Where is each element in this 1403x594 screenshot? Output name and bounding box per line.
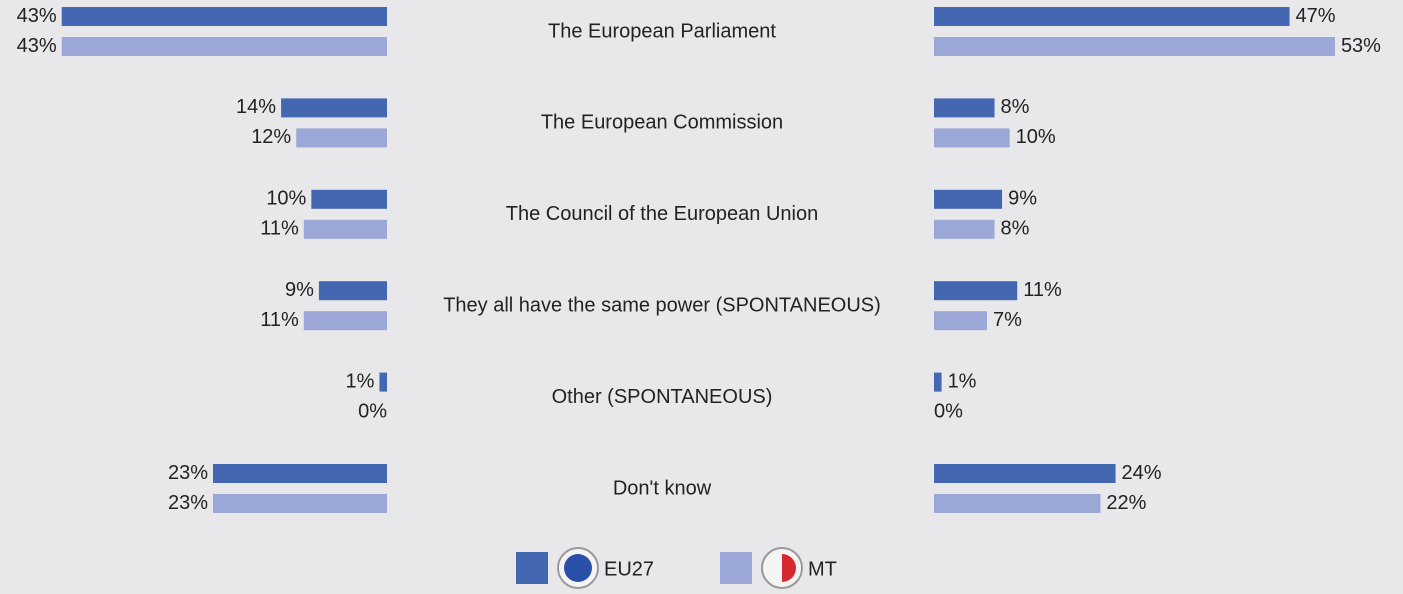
value-label: 24% xyxy=(1122,462,1162,484)
bar xyxy=(934,281,1018,301)
bar xyxy=(213,464,387,483)
value-label: 7% xyxy=(993,309,1022,331)
value-label: 10% xyxy=(1016,126,1056,148)
value-label: 8% xyxy=(1001,218,1030,240)
bar xyxy=(934,7,1290,26)
bar xyxy=(303,311,387,331)
category-label: The European Commission xyxy=(541,112,783,134)
legend-label: MT xyxy=(808,558,837,580)
bar xyxy=(379,372,387,392)
value-label: 47% xyxy=(1296,5,1336,27)
value-label: 23% xyxy=(168,492,208,514)
value-label: 23% xyxy=(168,462,208,484)
bar xyxy=(934,37,1335,56)
bar xyxy=(934,372,942,392)
category-label: Don't know xyxy=(613,477,712,499)
category-label: The European Parliament xyxy=(548,20,776,42)
value-label: 11% xyxy=(260,309,299,331)
bar xyxy=(934,98,995,118)
bar xyxy=(61,37,388,56)
value-label: 9% xyxy=(1008,188,1037,210)
value-label: 1% xyxy=(346,370,375,392)
legend-label: EU27 xyxy=(604,558,654,580)
legend-icon xyxy=(564,554,592,582)
bar xyxy=(934,311,987,331)
value-label: 14% xyxy=(236,96,276,118)
bar xyxy=(934,219,995,239)
bar xyxy=(934,128,1010,148)
value-label: 43% xyxy=(17,35,57,57)
value-label: 11% xyxy=(260,218,299,240)
value-label: 8% xyxy=(1001,96,1030,118)
bar xyxy=(281,98,387,118)
bar xyxy=(934,189,1003,209)
bar xyxy=(934,494,1101,513)
bar xyxy=(303,219,387,239)
value-label: 9% xyxy=(285,279,314,301)
bar xyxy=(213,494,387,513)
legend-swatch xyxy=(720,552,752,584)
value-label: 0% xyxy=(358,400,387,422)
category-label: The Council of the European Union xyxy=(506,203,818,225)
bar xyxy=(318,281,387,301)
category-label: They all have the same power (SPONTANEOU… xyxy=(443,294,881,316)
bar xyxy=(934,464,1116,483)
value-label: 43% xyxy=(17,5,57,27)
legend-icon xyxy=(782,554,796,582)
bar xyxy=(311,189,387,209)
value-label: 1% xyxy=(948,370,977,392)
bar xyxy=(296,128,387,148)
legend-swatch xyxy=(516,552,548,584)
value-label: 0% xyxy=(934,400,963,422)
category-label: Other (SPONTANEOUS) xyxy=(552,386,773,408)
value-label: 22% xyxy=(1106,492,1146,514)
value-label: 53% xyxy=(1341,35,1381,57)
value-label: 10% xyxy=(266,188,306,210)
value-label: 11% xyxy=(1023,279,1062,301)
value-label: 12% xyxy=(251,126,291,148)
bar xyxy=(61,7,388,26)
